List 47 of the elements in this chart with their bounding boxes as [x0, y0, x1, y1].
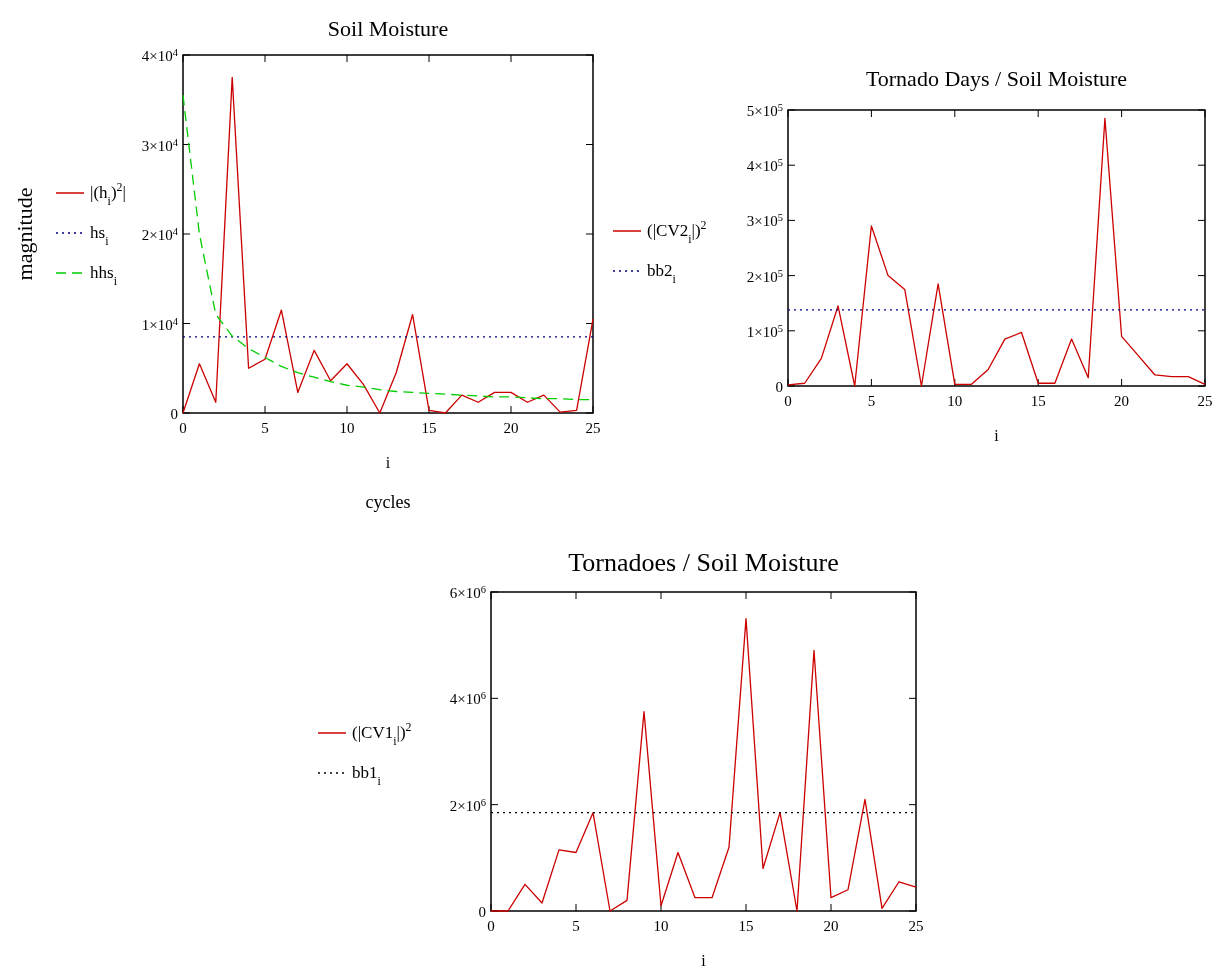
- legend-label: bb1$_{i}$: [352, 763, 382, 788]
- x-axis-title: i: [385, 454, 391, 471]
- y-tick-label: 0: [775, 379, 783, 395]
- y-tick-label: 1×10$^{4}$: [141, 315, 179, 333]
- x-tick-label: 15: [1030, 393, 1046, 409]
- x-tick-label: 10: [339, 420, 355, 436]
- x-tick-label: 5: [867, 393, 876, 409]
- x-axis-title: i: [701, 952, 707, 968]
- y-tick-label: 0: [478, 904, 486, 920]
- x-axis-title: i: [994, 427, 1000, 444]
- line-series: [490, 617, 917, 912]
- x-tick-label: 25: [908, 918, 924, 934]
- y-tick-label: 4×10$^{4}$: [141, 46, 179, 64]
- y-tick-label: 3×10$^{5}$: [746, 211, 783, 230]
- y-tick-label: 5×10$^{5}$: [746, 101, 783, 119]
- y-tick-label: 4×10$^{6}$: [449, 689, 486, 708]
- x-tick-label: 15: [738, 918, 754, 934]
- legend-label: hhs$_{i}$: [90, 263, 118, 288]
- legend-label: |(h$_{i}$)$^{2}$|: [90, 180, 126, 208]
- x-tick-label: 5: [572, 918, 580, 934]
- x-tick-label: 25: [1197, 393, 1213, 409]
- y-tick-label: 4×10$^{5}$: [746, 156, 783, 175]
- x-tick-label: 5: [261, 420, 269, 436]
- legend-label: (|CV2$_{i}$|)$^{2}$: [647, 218, 707, 246]
- chart-title: Tornado Days / Soil Moisture: [865, 66, 1128, 91]
- x-tick-label: 10: [653, 918, 669, 934]
- x-tick-label: 20: [503, 420, 519, 436]
- x-tick-label: 20: [823, 918, 839, 934]
- x-tick-label: 10: [947, 393, 963, 409]
- x-tick-label: 15: [421, 420, 437, 436]
- line-series: [787, 117, 1206, 387]
- chart-title: Tornadoes / Soil Moisture: [568, 548, 839, 577]
- y-tick-label: 1×10$^{5}$: [746, 322, 783, 340]
- y-tick-label: 6×10$^{6}$: [449, 583, 486, 601]
- legend-label: hs$_{i}$: [90, 223, 110, 248]
- y-tick-label: 0: [170, 406, 178, 422]
- text: cycles: [365, 492, 411, 512]
- legend-label: bb2$_{i}$: [647, 261, 677, 286]
- y-axis-title: magnitude: [12, 187, 37, 281]
- y-tick-label: 2×10$^{4}$: [141, 225, 179, 243]
- legend-label: (|CV1$_{i}$|)$^{2}$: [352, 720, 412, 748]
- chart-title: Soil Moisture: [327, 16, 449, 41]
- y-tick-label: 2×10$^{6}$: [449, 796, 486, 814]
- x-tick-label: 20: [1114, 393, 1130, 409]
- x-tick-label: 25: [585, 420, 601, 436]
- y-tick-label: 2×10$^{5}$: [746, 267, 783, 285]
- y-tick-label: 3×10$^{4}$: [141, 136, 179, 154]
